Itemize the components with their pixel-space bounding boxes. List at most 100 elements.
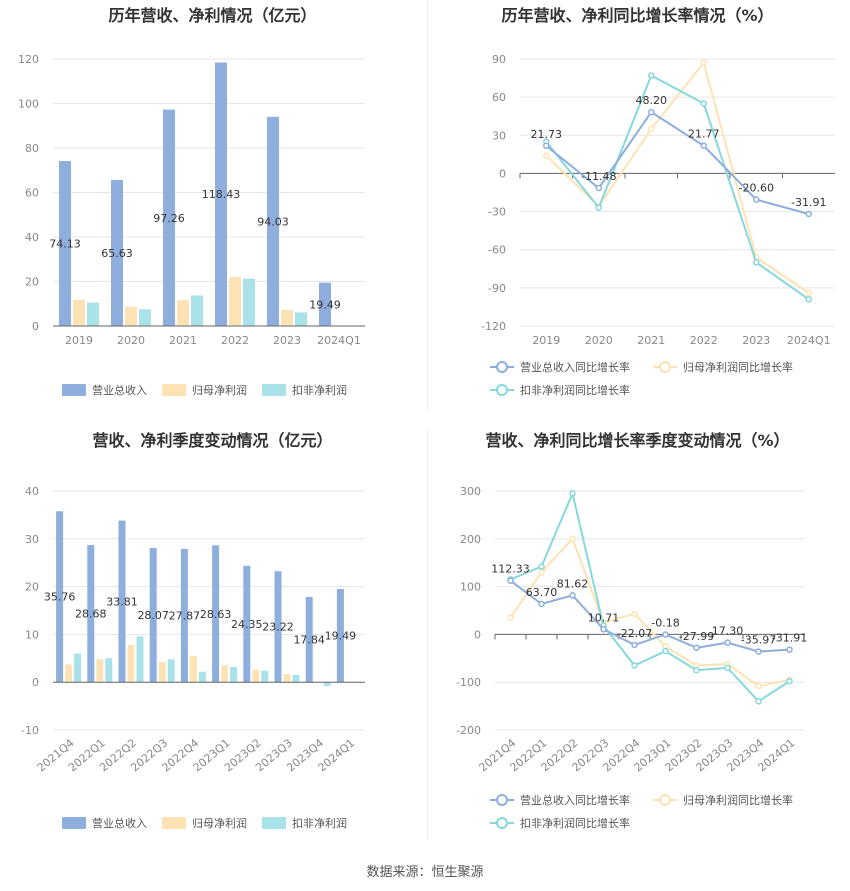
- bar-revenue: [243, 565, 251, 683]
- legend-label: 营业总收入同比增长率: [520, 793, 630, 807]
- series-point: [595, 184, 602, 192]
- bar-deducted-profit: [292, 675, 300, 683]
- data-label: -27.99: [679, 630, 714, 643]
- series-point: [569, 535, 576, 543]
- series-point: [507, 614, 514, 621]
- x-tick-label: 2024Q1: [317, 334, 361, 347]
- x-tick-label: 2024Q1: [787, 334, 831, 347]
- series-point: [507, 577, 514, 584]
- data-label: -35.97: [741, 634, 776, 647]
- series-point: [538, 600, 545, 608]
- annual-revenue-profit-panel: 历年营收、净利情况（亿元） 0 20 40 60 80 100 120 2019 74.13 202…: [0, 0, 425, 410]
- data-label: 17.30: [712, 625, 744, 638]
- quarterly-revenue-profit-panel: 营收、净利季度变动情况（亿元） -10 0 10 20 30 40 2021Q4 35.76 20…: [0, 425, 425, 855]
- bar-revenue: [274, 571, 282, 683]
- bar-revenue: [215, 62, 227, 326]
- x-tick-label: 2022: [690, 334, 718, 347]
- legend-label: 扣非净利润同比增长率: [520, 816, 630, 830]
- series-point: [753, 259, 760, 266]
- data-label: 63.70: [526, 586, 558, 599]
- bar-deducted-profit: [136, 636, 144, 683]
- series-line-revenue: [545, 110, 810, 215]
- series-point: [569, 490, 576, 497]
- x-tick-label: 2020: [117, 334, 145, 347]
- panel-divider: [427, 430, 428, 840]
- series-point: [662, 631, 669, 638]
- bar-parent-profit: [96, 659, 104, 683]
- y-tick-label: 120: [18, 53, 39, 66]
- series-point: [631, 610, 638, 618]
- legend-label: 营业总收入: [92, 816, 147, 830]
- y-tick-label: -90: [488, 282, 506, 295]
- y-tick-label: 30: [492, 129, 506, 142]
- legend-swatch: [262, 384, 286, 396]
- series-point: [724, 639, 731, 646]
- data-label: 27.87: [169, 610, 201, 623]
- data-source-label: 数据来源：恒生聚源: [366, 865, 484, 880]
- bar-revenue: [56, 511, 64, 683]
- series-point: [648, 72, 655, 79]
- data-label: 65.63: [101, 247, 133, 260]
- chart-title: 营收、净利同比增长率季度变动情况（%）: [485, 431, 789, 450]
- y-tick-label: -60: [488, 244, 506, 257]
- bar-deducted-profit: [230, 666, 238, 683]
- y-tick-label: 200: [460, 533, 481, 546]
- legend-label: 归母净利润同比增长率: [683, 793, 793, 807]
- legend-label: 归母净利润同比增长率: [683, 360, 793, 374]
- bar-deducted-profit: [323, 682, 331, 687]
- legend-label: 归母净利润: [192, 816, 247, 830]
- x-tick-label: 2020: [585, 334, 613, 347]
- y-tick-label: -30: [488, 206, 506, 219]
- y-tick-label: 60: [25, 187, 39, 200]
- data-label: 118.43: [202, 188, 241, 201]
- series-point: [753, 196, 760, 203]
- data-label: 94.03: [257, 215, 289, 228]
- bar-deducted-profit: [243, 278, 255, 326]
- quarterly-growth-chart: 营收、净利同比增长率季度变动情况（%）-200-1000100200300202…: [456, 431, 807, 830]
- series-point: [805, 289, 812, 297]
- chart-title: 营收、净利季度变动情况（亿元）: [92, 431, 332, 450]
- series-point: [543, 152, 550, 159]
- legend-swatch-marker: [496, 361, 508, 373]
- series-point: [543, 142, 550, 150]
- series-point: [805, 210, 812, 218]
- quarterly-revenue-profit-chart: 营收、净利季度变动情况（亿元）-100102030402021Q435.7620…: [21, 431, 365, 830]
- bar-parent-profit: [65, 664, 73, 683]
- data-label: 23.22: [262, 621, 294, 634]
- series-point: [693, 667, 700, 674]
- y-tick-label: -120: [481, 320, 506, 333]
- data-label: -31.91: [772, 632, 807, 645]
- y-tick-label: 0: [499, 167, 506, 180]
- series-point: [693, 644, 700, 652]
- legend-label: 扣非净利润: [292, 816, 347, 830]
- y-tick-label: 90: [492, 53, 506, 66]
- series-point: [700, 142, 707, 149]
- bar-revenue: [163, 109, 175, 326]
- data-label: 35.76: [44, 591, 76, 604]
- bar-parent-profit: [189, 655, 197, 683]
- bar-deducted-profit: [87, 302, 99, 326]
- bar-revenue: [118, 520, 126, 683]
- y-tick-label: 20: [25, 581, 39, 594]
- y-tick-label: -10: [21, 724, 39, 737]
- bar-revenue: [212, 545, 220, 683]
- bar-deducted-profit: [295, 312, 307, 326]
- bar-revenue: [111, 179, 123, 326]
- series-point: [631, 641, 638, 649]
- legend-swatch: [162, 817, 186, 829]
- legend-swatch: [262, 817, 286, 829]
- data-label: -11.48: [581, 170, 616, 183]
- bar-revenue: [87, 545, 95, 683]
- data-label: 24.35: [231, 618, 263, 631]
- series-point: [700, 100, 707, 107]
- legend-label: 扣非净利润同比增长率: [520, 383, 630, 397]
- x-tick-label: 2021: [637, 334, 665, 347]
- series-point: [631, 662, 638, 669]
- bar-parent-profit: [127, 644, 135, 683]
- legend-swatch-marker: [496, 384, 508, 396]
- series-line-parent-profit: [509, 536, 790, 688]
- bar-deducted-profit: [139, 309, 151, 326]
- annual-growth-panel: 历年营收、净利同比增长率情况（%） -120 -90 -60 -30 0 30 60 90 201…: [425, 0, 850, 410]
- bar-revenue: [180, 548, 188, 683]
- y-tick-label: 80: [25, 142, 39, 155]
